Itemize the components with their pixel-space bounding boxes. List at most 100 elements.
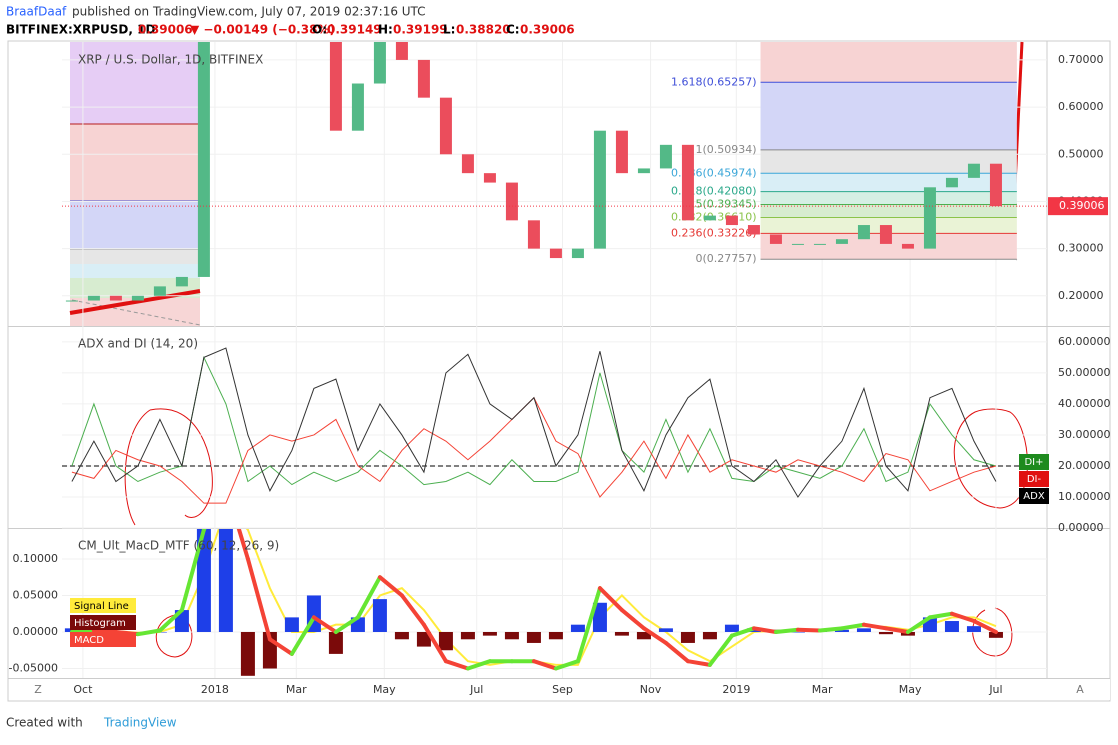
x-tick-label: Mar (812, 683, 833, 696)
y-tick-label: 30.00000 (1058, 428, 1111, 441)
macd-segment (839, 622, 866, 631)
panel-title: XRP / U.S. Dollar, 1D, BITFINEX (78, 53, 263, 67)
change: ▼ −0.00149 (−0.38%) (190, 23, 335, 37)
candle (153, 286, 166, 296)
fib-band (760, 42, 1017, 83)
high-label: H: (378, 23, 393, 37)
fib-band (760, 204, 1017, 218)
candle (461, 154, 474, 174)
fib-band (760, 191, 1017, 205)
macd-segment (333, 615, 360, 634)
macd-segment (377, 575, 404, 598)
legend-label: Histogram (74, 618, 126, 629)
candle (857, 225, 870, 240)
candle (791, 243, 804, 245)
y-tick-label: 40.00000 (1058, 397, 1111, 410)
histogram-bar (636, 631, 651, 640)
candle (87, 295, 100, 301)
y-tick-label: 50.00000 (1058, 366, 1111, 379)
macd-segment (267, 637, 294, 656)
y-tick-label: -0.05000 (9, 662, 58, 675)
macd-segment (949, 611, 976, 624)
fib-label: 0.5(0.39345) (685, 198, 757, 211)
macd-segment (597, 586, 624, 613)
candle (197, 42, 210, 277)
series-tag (1019, 454, 1049, 470)
low: 0.38820 (456, 23, 511, 37)
candle (769, 234, 782, 244)
footer-brand[interactable]: TradingView (103, 716, 177, 730)
candle (989, 163, 1002, 207)
author[interactable]: BraafDaaf (6, 5, 67, 19)
macd (64, 529, 1003, 676)
macd-segment (355, 575, 382, 620)
footer-text: Created with (6, 716, 83, 730)
macd-segment (575, 586, 602, 664)
x-tick-label: 2019 (722, 683, 750, 696)
z-button[interactable]: Z (34, 683, 42, 696)
fib-retracement: 1.618(0.65257)1(0.50934)0.786(0.45974)0.… (671, 42, 1017, 265)
candle (505, 182, 518, 221)
macd-segment (861, 622, 888, 631)
x-tick-label: Mar (286, 683, 307, 696)
macd-segment (443, 659, 470, 671)
histogram-bar (460, 631, 475, 640)
fib-label: 1(0.50934) (695, 143, 756, 156)
macd-segment (971, 619, 998, 634)
macd-segment (421, 622, 448, 664)
candle (879, 225, 892, 244)
macd-segment (685, 659, 712, 667)
panel-title: ADX and DI (14, 20) (78, 337, 198, 351)
left-fib-block (70, 42, 201, 326)
macd-segment (531, 659, 558, 671)
candle (131, 295, 144, 301)
histogram-bar (724, 624, 739, 632)
macd-segment (553, 659, 580, 671)
legend-swatch (70, 615, 136, 630)
histogram-bar (680, 631, 695, 643)
histogram-bar (614, 631, 629, 636)
histogram-bar (658, 628, 673, 632)
candle (703, 215, 716, 221)
legend-swatch (70, 632, 136, 647)
y-tick-label: 0.60000 (1058, 100, 1104, 113)
legend-swatch (70, 598, 136, 613)
macd-segment (751, 626, 778, 634)
candle (175, 276, 188, 287)
histogram-bar (372, 599, 387, 632)
histogram-bar (328, 631, 343, 654)
x-tick-label: 2018 (201, 683, 229, 696)
candle (109, 295, 122, 301)
candle (923, 187, 936, 249)
macd-segment (311, 615, 338, 634)
candle (967, 163, 980, 178)
candle (351, 83, 364, 131)
histogram-bar (988, 631, 1003, 638)
candle (439, 97, 452, 155)
histogram-bar (526, 631, 541, 643)
y-tick-label: 0.50000 (1058, 147, 1104, 160)
series-tag (1019, 471, 1049, 487)
lines (62, 347, 1047, 504)
candle (65, 300, 78, 302)
candle (483, 173, 496, 183)
open: 0.39149 (327, 23, 382, 37)
macd-segment (707, 633, 734, 667)
candle (593, 130, 606, 249)
a-button[interactable]: A (1076, 683, 1084, 696)
histogram-bar (856, 628, 871, 632)
indicator-line (71, 355, 997, 486)
candle (395, 42, 408, 60)
open-label: O: (312, 23, 327, 37)
macd-segment (619, 608, 646, 631)
macd-segment (289, 615, 316, 656)
last: 0.39006 (138, 23, 193, 37)
histogram-bar (592, 602, 607, 632)
macd-segment (157, 608, 184, 633)
y-tick-label: 0.00000 (13, 625, 59, 638)
y-tick-label: 60.00000 (1058, 335, 1111, 348)
candle (747, 225, 760, 235)
macd-segment (817, 626, 844, 633)
candle (329, 42, 342, 131)
